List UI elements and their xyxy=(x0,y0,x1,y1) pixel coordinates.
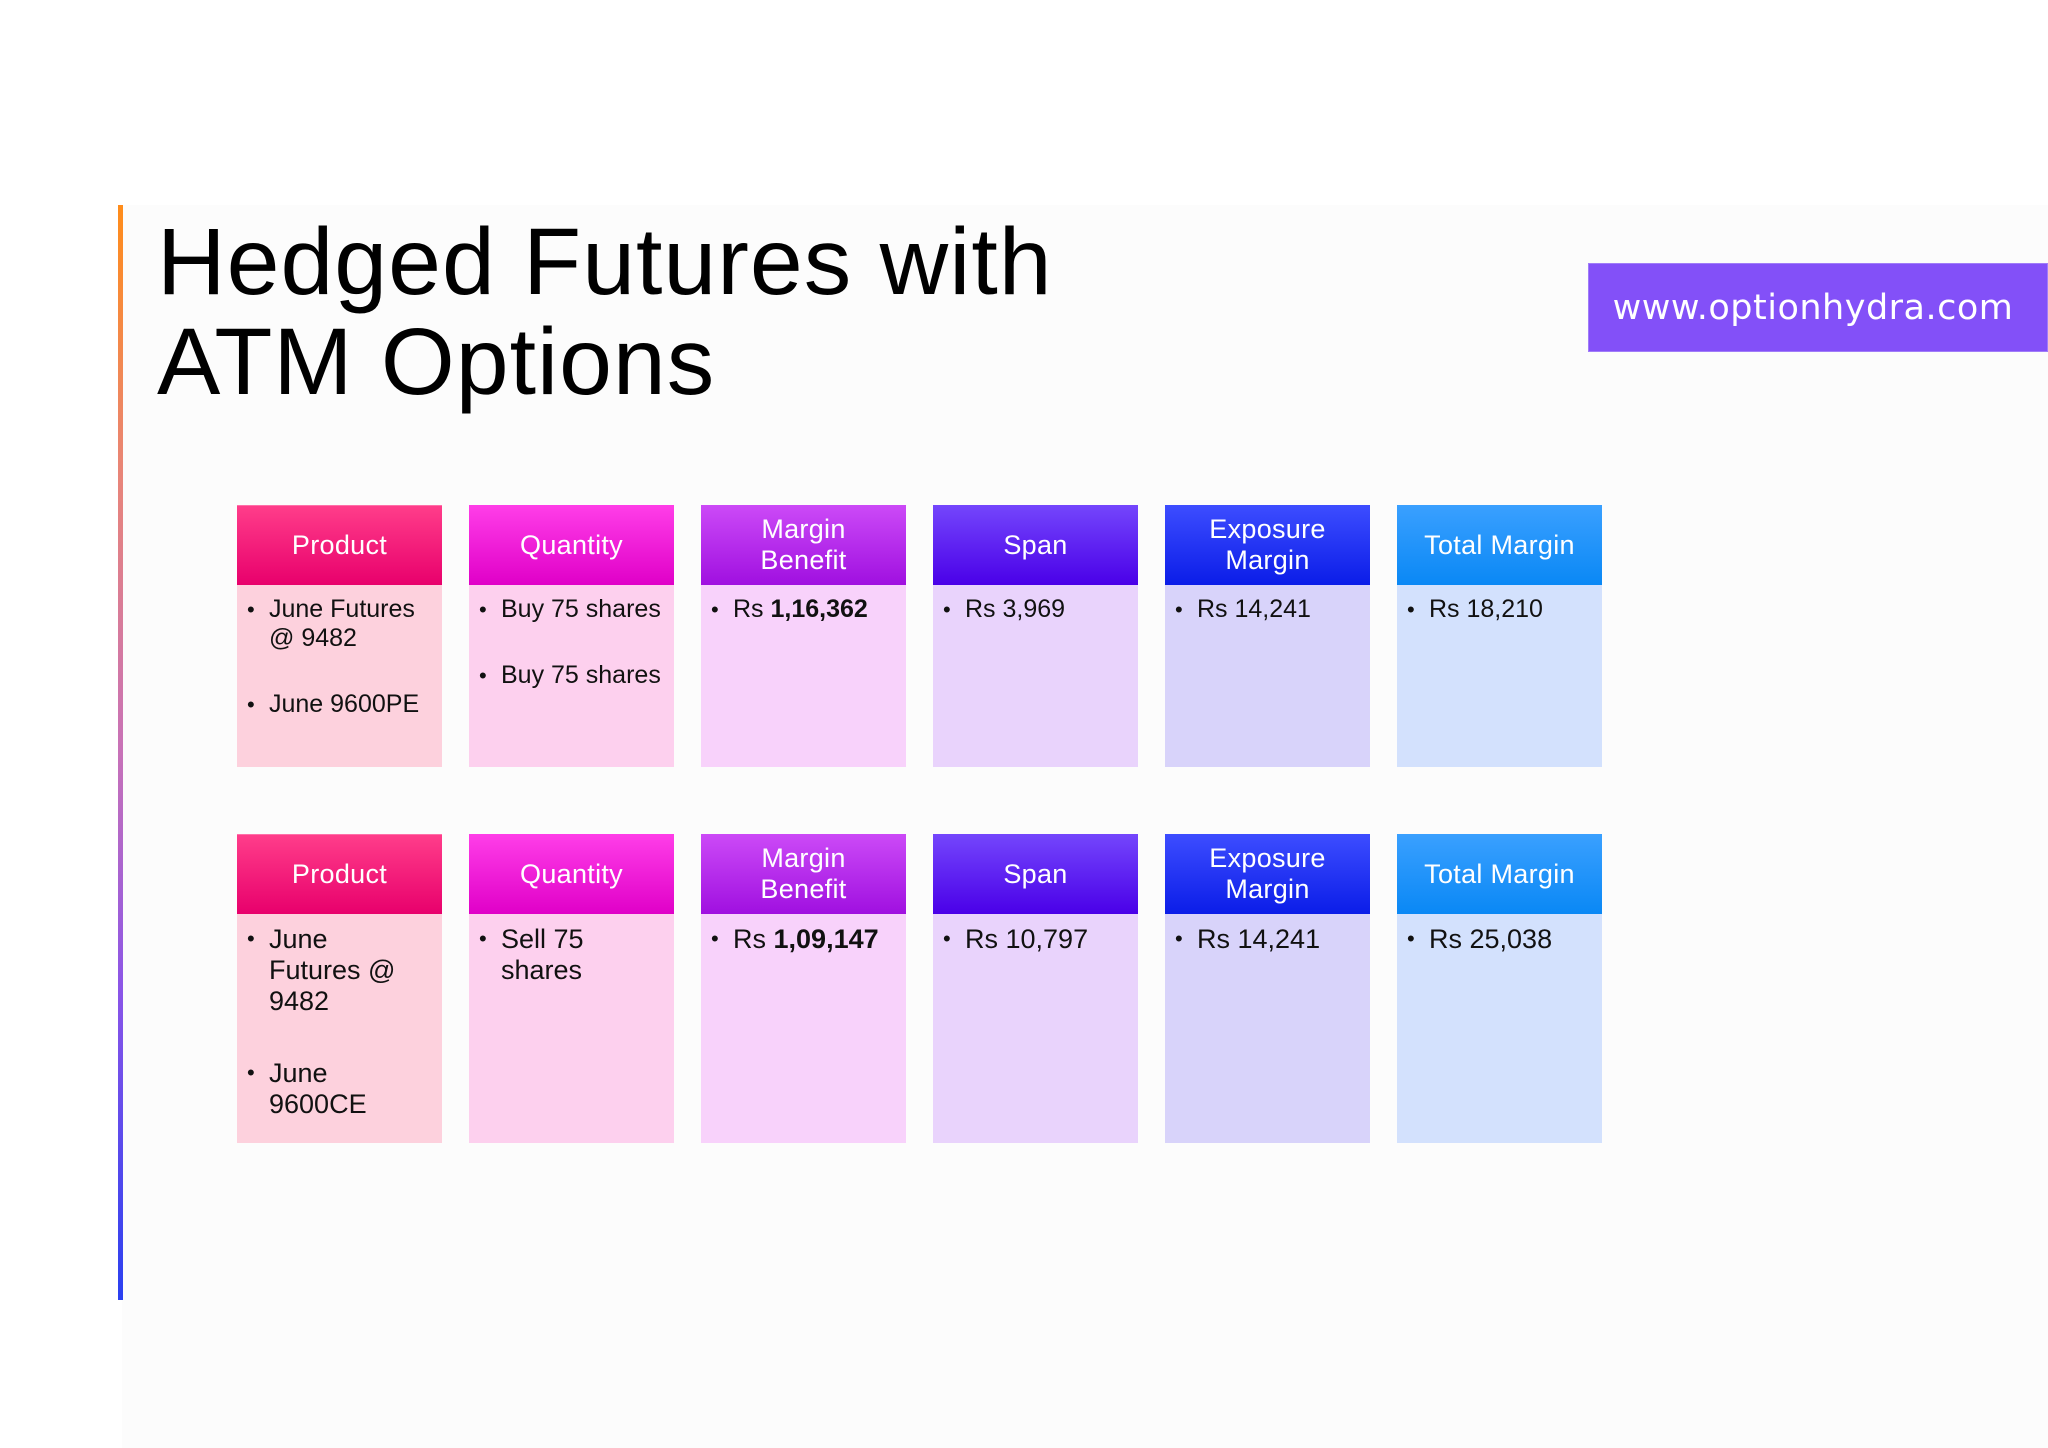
cell-exposure-margin: • Rs 14,241 xyxy=(1165,585,1370,767)
slide-title: Hedged Futures with ATM Options xyxy=(157,212,1053,412)
header-margin-benefit: Margin Benefit xyxy=(701,505,906,585)
list-item: • Buy 75 shares xyxy=(479,661,661,689)
list-item: • Rs 14,241 xyxy=(1175,595,1311,623)
cell-total-margin: • Rs 18,210 xyxy=(1397,585,1602,767)
cell-span: • Rs 3,969 xyxy=(933,585,1138,767)
list-item: • June 9600PE xyxy=(247,690,420,718)
margin-table-put-hedge: Product • June Futures @ 9482 • June 9600P… xyxy=(237,505,1602,767)
bullet-icon: • xyxy=(479,926,487,951)
bullet-icon: • xyxy=(711,597,719,622)
header-exposure-margin: Exposure Margin xyxy=(1165,505,1370,585)
bullet-icon: • xyxy=(1175,597,1183,622)
column-total-margin: Total Margin • Rs 18,210 xyxy=(1397,505,1602,767)
title-line-1: Hedged Futures with xyxy=(157,209,1053,315)
list-item: • June Futures @ 9482 xyxy=(247,595,415,652)
bullet-icon: • xyxy=(247,692,255,717)
header-exposure-margin: Exposure Margin xyxy=(1165,834,1370,914)
list-item: • June 9600CE xyxy=(247,1058,367,1119)
bullet-icon: • xyxy=(1175,926,1183,951)
column-quantity: Quantity • Buy 75 shares • Buy 75 shares xyxy=(469,505,674,767)
bullet-icon: • xyxy=(247,926,255,951)
list-item: • Rs 3,969 xyxy=(943,595,1066,623)
cell-product: • June Futures @ 9482 • June 9600CE xyxy=(237,914,442,1143)
bullet-icon: • xyxy=(1407,926,1415,951)
header-quantity: Quantity xyxy=(469,505,674,585)
list-item: • Buy 75 shares xyxy=(479,595,661,623)
column-margin-benefit: Margin Benefit • Rs 1,16,362 xyxy=(701,505,906,767)
cell-span: • Rs 10,797 xyxy=(933,914,1138,1143)
header-span: Span xyxy=(933,505,1138,585)
list-item: • Sell 75 shares xyxy=(479,924,584,985)
column-margin-benefit: Margin Benefit • Rs 1,09,147 xyxy=(701,834,906,1143)
margin-table-call-hedge: Product • June Futures @ 9482 • June 9600C… xyxy=(237,834,1602,1143)
column-exposure-margin: Exposure Margin • Rs 14,241 xyxy=(1165,505,1370,767)
website-link[interactable]: www.optionhydra.com xyxy=(1588,263,2048,352)
bullet-icon: • xyxy=(1407,597,1415,622)
column-total-margin: Total Margin • Rs 25,038 xyxy=(1397,834,1602,1143)
column-product: Product • June Futures @ 9482 • June 9600P… xyxy=(237,505,442,767)
header-total-margin: Total Margin xyxy=(1397,505,1602,585)
cell-product: • June Futures @ 9482 • June 9600PE xyxy=(237,585,442,767)
list-item: • Rs 25,038 xyxy=(1407,924,1553,954)
bullet-icon: • xyxy=(711,926,719,951)
bullet-icon: • xyxy=(247,1060,255,1085)
header-span: Span xyxy=(933,834,1138,914)
cell-quantity: • Sell 75 shares xyxy=(469,914,674,1143)
list-item: • Rs 1,09,147 xyxy=(711,924,879,954)
list-item: • Rs 18,210 xyxy=(1407,595,1543,623)
header-product: Product xyxy=(237,834,442,914)
bullet-icon: • xyxy=(479,597,487,622)
list-item: • Rs 10,797 xyxy=(943,924,1089,954)
slide-background xyxy=(122,205,2048,1448)
cell-exposure-margin: • Rs 14,241 xyxy=(1165,914,1370,1143)
bullet-icon: • xyxy=(247,597,255,622)
header-quantity: Quantity xyxy=(469,834,674,914)
accent-bar xyxy=(118,205,123,1300)
column-span: Span • Rs 10,797 xyxy=(933,834,1138,1143)
cell-quantity: • Buy 75 shares • Buy 75 shares xyxy=(469,585,674,767)
column-product: Product • June Futures @ 9482 • June 9600C… xyxy=(237,834,442,1143)
list-item: • Rs 14,241 xyxy=(1175,924,1321,954)
bullet-icon: • xyxy=(943,597,951,622)
list-item: • Rs 1,16,362 xyxy=(711,595,868,623)
bullet-icon: • xyxy=(479,663,487,688)
title-line-2: ATM Options xyxy=(157,309,716,415)
cell-total-margin: • Rs 25,038 xyxy=(1397,914,1602,1143)
column-exposure-margin: Exposure Margin • Rs 14,241 xyxy=(1165,834,1370,1143)
cell-margin-benefit: • Rs 1,09,147 xyxy=(701,914,906,1143)
header-product: Product xyxy=(237,505,442,585)
header-total-margin: Total Margin xyxy=(1397,834,1602,914)
header-margin-benefit: Margin Benefit xyxy=(701,834,906,914)
list-item: • June Futures @ 9482 xyxy=(247,924,396,1016)
bullet-icon: • xyxy=(943,926,951,951)
cell-margin-benefit: • Rs 1,16,362 xyxy=(701,585,906,767)
column-quantity: Quantity • Sell 75 shares xyxy=(469,834,674,1143)
column-span: Span • Rs 3,969 xyxy=(933,505,1138,767)
